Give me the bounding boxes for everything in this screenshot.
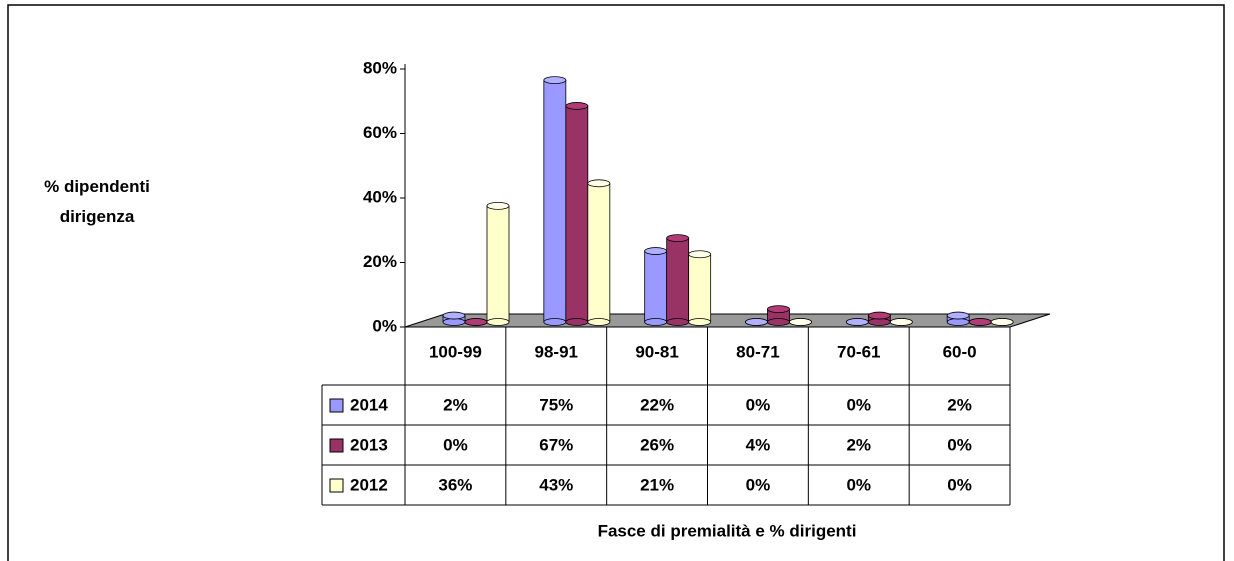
- data-label: 21%: [640, 475, 674, 494]
- bar: [565, 102, 589, 326]
- legend-swatch: [329, 438, 344, 453]
- bar: [990, 318, 1014, 326]
- frame: [7, 4, 1225, 561]
- data-label: 75%: [539, 395, 573, 414]
- bar: [867, 311, 891, 326]
- data-label: 0%: [846, 475, 871, 494]
- x-tick-label: 60-0: [943, 342, 977, 361]
- legend-swatch: [329, 398, 344, 413]
- data-label: 0%: [947, 435, 972, 454]
- data-label: 22%: [640, 395, 674, 414]
- x-axis-title: Fasce di premialità e % dirigenti: [598, 521, 857, 540]
- bar: [644, 247, 668, 326]
- legend-label: 2013: [350, 435, 388, 454]
- data-label: 2%: [947, 395, 972, 414]
- x-tick-label: 98-91: [535, 342, 578, 361]
- data-label: 4%: [746, 435, 771, 454]
- data-label: 2%: [443, 395, 468, 414]
- bar: [789, 318, 812, 326]
- data-label: 0%: [846, 395, 871, 414]
- bar: [767, 305, 790, 326]
- data-label: 2%: [846, 435, 871, 454]
- bar: [587, 179, 611, 326]
- bar: [666, 234, 690, 326]
- bar: [486, 201, 510, 326]
- data-label: 67%: [539, 435, 573, 454]
- bar: [464, 318, 488, 326]
- data-label: 36%: [438, 475, 472, 494]
- y-tick-label: 0%: [372, 316, 397, 335]
- y-tick-label: 80%: [363, 58, 397, 77]
- legend-swatch: [329, 478, 344, 493]
- x-tick-label: 100-99: [429, 342, 482, 361]
- x-tick-label: 80-71: [736, 342, 779, 361]
- x-tick-label: 70-61: [837, 342, 880, 361]
- data-label: 43%: [539, 475, 573, 494]
- data-label: 0%: [746, 395, 771, 414]
- bar: [688, 250, 712, 326]
- bar: [946, 311, 970, 326]
- bar: [968, 318, 992, 326]
- data-label: 0%: [947, 475, 972, 494]
- y-tick-label: 40%: [363, 187, 397, 206]
- data-label: 26%: [640, 435, 674, 454]
- data-label: 0%: [746, 475, 771, 494]
- legend-label: 2014: [350, 395, 388, 414]
- y-axis-title: % dipendenti dirigenza: [44, 177, 150, 226]
- data-label: 0%: [443, 435, 468, 454]
- bar: [845, 318, 869, 326]
- bar: [442, 311, 466, 326]
- legend-label: 2012: [350, 475, 388, 494]
- bar: [889, 318, 913, 326]
- bar: [543, 76, 567, 326]
- y-tick-label: 20%: [363, 252, 397, 271]
- bar: [745, 318, 768, 326]
- y-tick-label: 60%: [363, 123, 397, 142]
- x-tick-label: 90-81: [635, 342, 678, 361]
